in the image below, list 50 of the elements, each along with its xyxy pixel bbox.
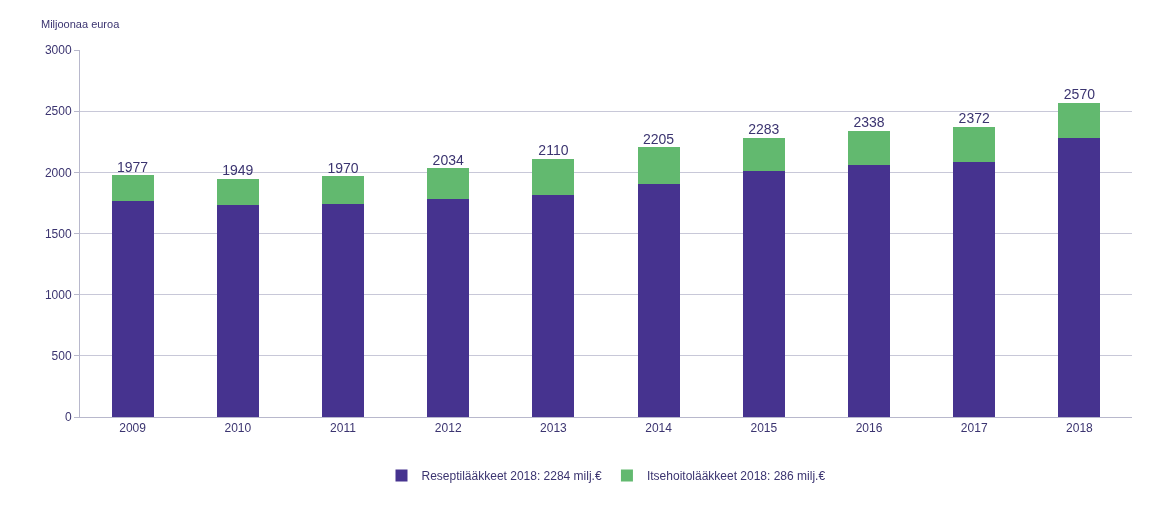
x-tick-label: 2016 bbox=[855, 421, 883, 436]
bar bbox=[216, 178, 259, 206]
y-tick-label: 500 bbox=[51, 349, 72, 364]
legend-label: Reseptilääkkeet 2018: 2284 milj.€ bbox=[421, 469, 602, 484]
total-label: 2205 bbox=[643, 130, 675, 147]
bar bbox=[216, 205, 259, 417]
total-label: 1949 bbox=[222, 162, 254, 179]
y-axis-title: Miljoonaa euroa bbox=[41, 18, 121, 30]
y-tick-label: 2000 bbox=[44, 165, 72, 180]
x-tick-label: 2010 bbox=[224, 421, 252, 436]
bar bbox=[847, 130, 891, 165]
bar bbox=[953, 161, 996, 417]
bar bbox=[111, 175, 154, 201]
legend-label: Itsehoitolääkkeet 2018: 286 milj.€ bbox=[646, 469, 826, 484]
bar bbox=[637, 184, 680, 417]
total-label: 2338 bbox=[853, 114, 885, 131]
x-tick-label: 2018 bbox=[1066, 421, 1094, 436]
y-tick-label: 1000 bbox=[44, 287, 72, 302]
total-label: 2283 bbox=[748, 121, 780, 138]
x-tick-label: 2017 bbox=[960, 421, 988, 436]
bar bbox=[1058, 102, 1101, 138]
x-tick-label: 2011 bbox=[330, 421, 357, 436]
bar bbox=[427, 168, 470, 199]
bar bbox=[321, 204, 365, 417]
bar bbox=[427, 198, 470, 417]
total-label: 2372 bbox=[958, 110, 990, 127]
bar bbox=[742, 137, 785, 171]
bar bbox=[532, 194, 575, 417]
total-label: 2110 bbox=[538, 142, 569, 159]
y-tick-label: 3000 bbox=[44, 43, 72, 58]
y-tick-label: 1500 bbox=[44, 226, 72, 241]
x-tick-label: 2014 bbox=[645, 421, 673, 436]
x-tick-label: 2009 bbox=[119, 421, 147, 436]
total-label: 1970 bbox=[327, 159, 359, 176]
total-label: 2570 bbox=[1063, 86, 1096, 103]
bar bbox=[742, 170, 785, 417]
bar bbox=[532, 158, 575, 195]
x-tick-label: 2015 bbox=[750, 421, 778, 436]
bar bbox=[847, 164, 891, 417]
bar bbox=[953, 126, 996, 162]
bar bbox=[1058, 137, 1101, 417]
total-label: 1977 bbox=[117, 158, 149, 175]
x-tick-label: 2013 bbox=[540, 421, 568, 436]
x-tick-label: 2012 bbox=[434, 421, 462, 436]
y-tick-label: 0 bbox=[64, 410, 72, 425]
y-tick-label: 2500 bbox=[44, 104, 72, 119]
bar bbox=[111, 200, 154, 417]
total-label: 2034 bbox=[432, 151, 464, 168]
bar bbox=[321, 176, 365, 205]
bar bbox=[637, 147, 680, 185]
